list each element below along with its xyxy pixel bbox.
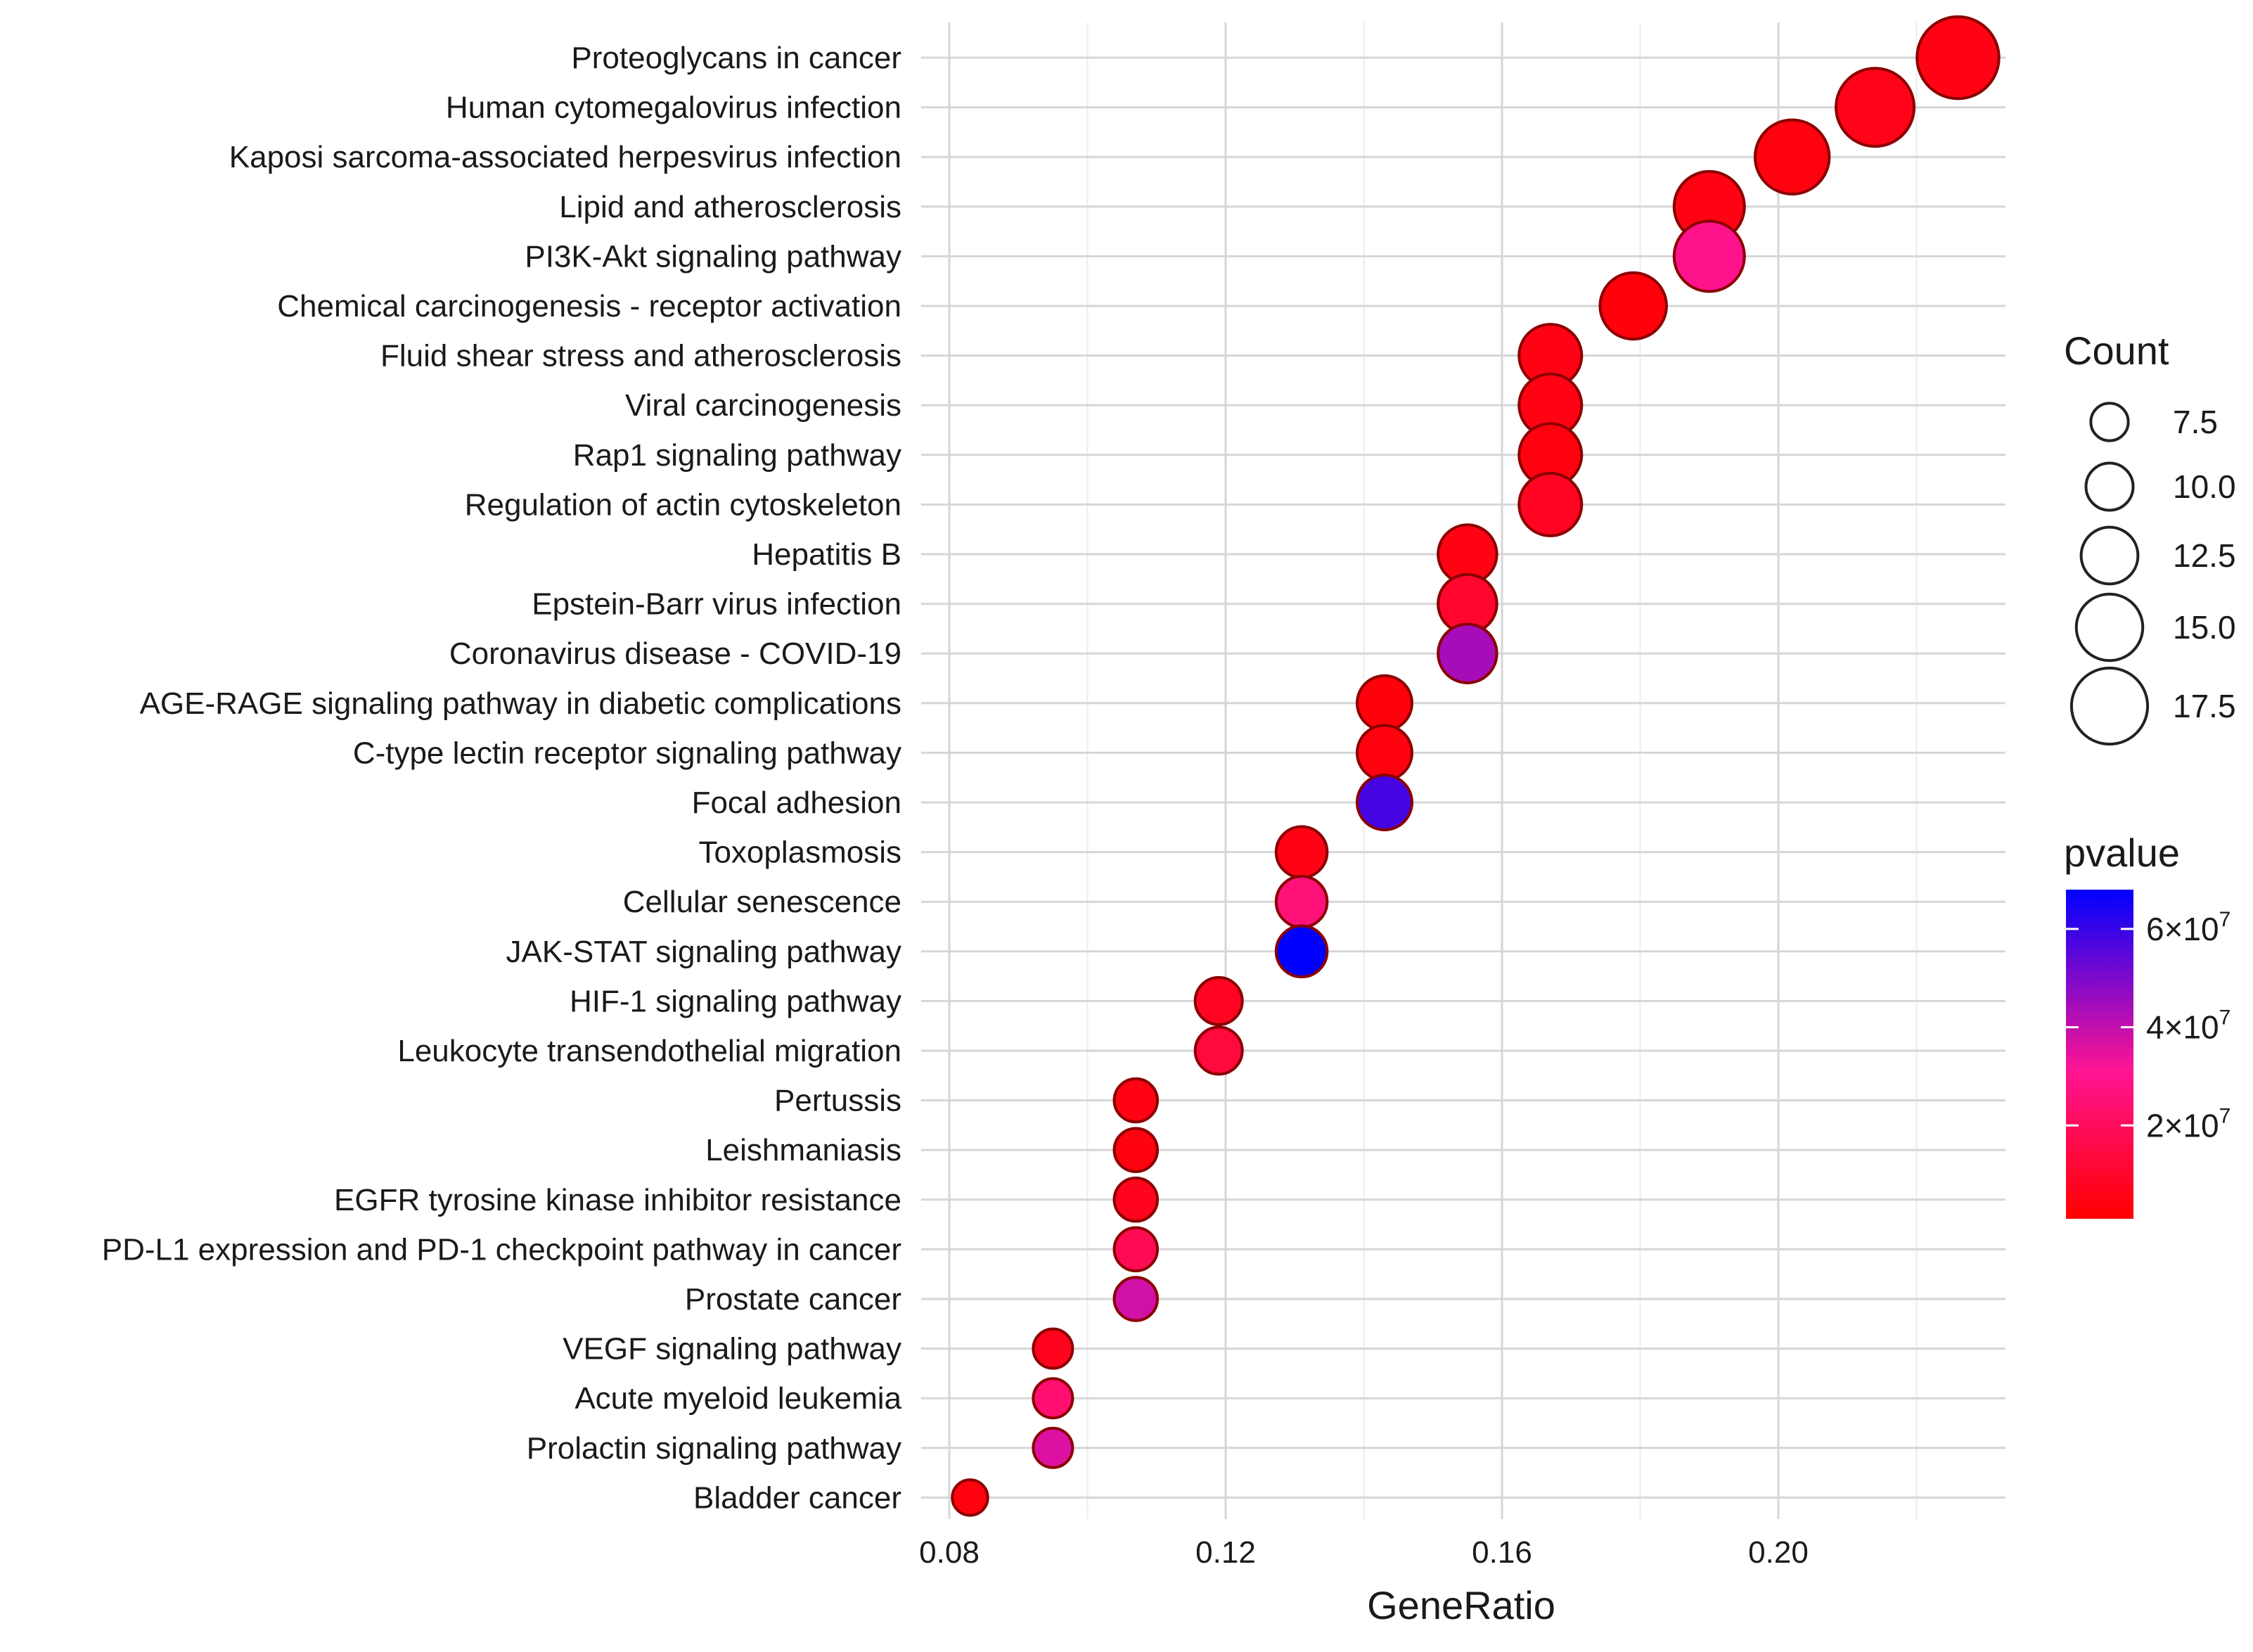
- y-tick-label: Epstein-Barr virus infection: [532, 587, 901, 622]
- count-legend-key: [2084, 461, 2135, 512]
- data-point: [1193, 975, 1244, 1026]
- grid-layer: [921, 23, 2005, 1519]
- data-point: [1274, 924, 1329, 979]
- data-point: [1112, 1127, 1160, 1173]
- count-legend-label: 17.5: [2173, 688, 2236, 724]
- count-legend-title: Count: [2064, 328, 2169, 373]
- data-point: [951, 1478, 989, 1517]
- data-point: [1753, 118, 1831, 196]
- y-tick-label: VEGF signaling pathway: [563, 1332, 901, 1366]
- y-tick-label: Proteoglycans in cancer: [571, 41, 901, 75]
- count-legend-label: 15.0: [2173, 609, 2236, 646]
- data-point: [1672, 219, 1746, 293]
- x-tick-label: 0.08: [919, 1535, 980, 1570]
- x-tick-label: 0.12: [1195, 1535, 1256, 1570]
- pvalue-legend: pvalue 2×107 4×107 6×107: [2064, 831, 2230, 1219]
- data-point: [1355, 674, 1413, 732]
- count-legend-key: [2074, 592, 2145, 662]
- data-point: [1112, 1077, 1160, 1124]
- y-tick-label: Pertussis: [774, 1084, 901, 1118]
- data-point: [1355, 774, 1413, 831]
- y-tick-label: Coronavirus disease - COVID-19: [449, 636, 901, 671]
- pvalue-legend-title: pvalue: [2064, 831, 2180, 875]
- data-point: [1193, 1025, 1244, 1076]
- y-tick-label: Focal adhesion: [692, 786, 901, 820]
- y-tick-label: HIF-1 signaling pathway: [570, 984, 901, 1018]
- pvalue-tick-label: 6×107: [2146, 908, 2230, 947]
- x-tick-label: 0.16: [1472, 1535, 1532, 1570]
- y-tick-label: Regulation of actin cytoskeleton: [465, 487, 901, 522]
- data-point: [1032, 1327, 1074, 1370]
- y-tick-label: AGE-RAGE signaling pathway in diabetic c…: [140, 686, 901, 721]
- count-legend-label: 7.5: [2173, 404, 2218, 440]
- y-tick-label: PD-L1 expression and PD-1 checkpoint pat…: [102, 1232, 901, 1267]
- data-point: [1915, 15, 2001, 101]
- y-tick-label: C-type lectin receptor signaling pathway: [353, 736, 901, 770]
- data-point: [1274, 874, 1329, 929]
- y-tick-label: Hepatitis B: [752, 537, 901, 572]
- count-legend-key: [2079, 525, 2140, 586]
- data-point: [1112, 1276, 1160, 1322]
- count-legend-label: 10.0: [2173, 468, 2236, 505]
- count-legend: Count 7.5 10.0 12.5 15.0 17.5: [2064, 328, 2236, 746]
- data-point: [1032, 1426, 1074, 1469]
- y-tick-label: PI3K-Akt signaling pathway: [525, 239, 901, 274]
- y-tick-label: EGFR tyrosine kinase inhibitor resistanc…: [334, 1183, 901, 1217]
- y-tick-label: Leukocyte transendothelial migration: [397, 1034, 901, 1068]
- data-point: [1112, 1177, 1160, 1223]
- pvalue-tick-label: 4×107: [2146, 1006, 2230, 1046]
- y-tick-label: Prostate cancer: [685, 1282, 901, 1317]
- count-legend-key: [2069, 666, 2150, 746]
- data-point: [1598, 271, 1668, 341]
- y-tick-label: JAK-STAT signaling pathway: [506, 935, 901, 969]
- data-point: [1517, 471, 1584, 537]
- y-tick-label: Fluid shear stress and atherosclerosis: [380, 339, 901, 373]
- y-tick-label: Bladder cancer: [693, 1480, 901, 1515]
- y-tick-label: Kaposi sarcoma-associated herpesvirus in…: [229, 140, 901, 174]
- data-point: [1437, 622, 1498, 684]
- count-legend-label: 12.5: [2173, 537, 2236, 574]
- x-axis-title: GeneRatio: [1367, 1583, 1555, 1627]
- points-layer: [951, 15, 2001, 1517]
- x-tick-label: 0.20: [1748, 1535, 1809, 1570]
- data-point: [1032, 1377, 1074, 1420]
- y-tick-label: Rap1 signaling pathway: [573, 438, 901, 473]
- pvalue-colorbar: [2066, 890, 2133, 1219]
- y-tick-label: Viral carcinogenesis: [625, 388, 901, 423]
- y-axis-labels: Proteoglycans in cancer Human cytomegalov…: [102, 41, 902, 1515]
- y-tick-label: Leishmaniasis: [705, 1133, 901, 1167]
- y-tick-label: Prolactin signaling pathway: [527, 1431, 901, 1466]
- y-tick-label: Cellular senescence: [623, 885, 901, 919]
- data-point: [1355, 724, 1413, 782]
- x-axis-ticks: 0.08 0.12 0.16 0.20: [919, 1535, 1809, 1570]
- data-point: [1112, 1226, 1160, 1273]
- y-tick-label: Acute myeloid leukemia: [575, 1381, 901, 1416]
- y-tick-label: Toxoplasmosis: [698, 835, 901, 870]
- count-legend-key: [2089, 402, 2130, 442]
- data-point: [1274, 825, 1329, 879]
- y-tick-label: Lipid and atherosclerosis: [559, 190, 901, 224]
- data-point: [1835, 67, 1916, 148]
- y-tick-label: Chemical carcinogenesis - receptor activ…: [277, 289, 901, 324]
- y-tick-label: Human cytomegalovirus infection: [446, 91, 901, 125]
- pvalue-tick-label: 2×107: [2146, 1104, 2230, 1144]
